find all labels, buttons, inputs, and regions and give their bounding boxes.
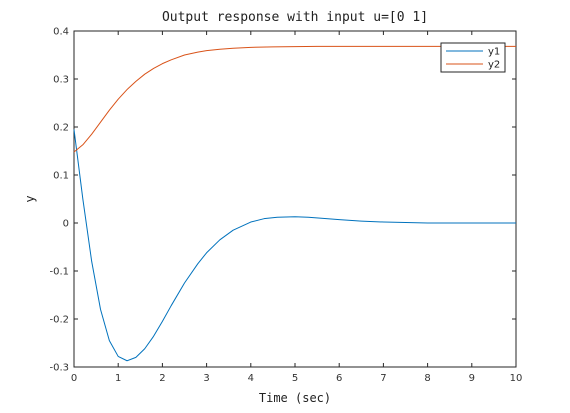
y-tick-label: -0.1 <box>49 267 69 278</box>
x-axis-label: Time (sec) <box>259 391 331 405</box>
legend-box <box>440 42 506 73</box>
x-tick-label: 10 <box>510 373 523 384</box>
axis-ticks <box>73 30 517 368</box>
series-line-y2 <box>73 45 516 153</box>
series-layer <box>73 45 516 362</box>
y-tick-label: -0.3 <box>49 363 69 374</box>
y-tick-label: 0.1 <box>53 171 69 182</box>
y-tick-label: 0.2 <box>53 123 69 134</box>
y-tick-label: 0 <box>63 219 69 230</box>
x-tick-label: 9 <box>469 373 475 384</box>
legend-label-y2: y2 <box>488 60 500 71</box>
x-tick-label: 5 <box>292 373 298 384</box>
x-tick-label: 7 <box>380 373 386 384</box>
chart-title: Output response with input u=[0 1] <box>162 10 428 25</box>
y-tick-label: 0.3 <box>53 75 69 86</box>
x-tick-label: 8 <box>424 373 430 384</box>
x-tick-label: 1 <box>115 373 121 384</box>
legend: y1 y2 <box>440 42 506 73</box>
x-tick-label: 0 <box>71 373 77 384</box>
series-line-y1 <box>73 129 516 362</box>
x-tick-label: 6 <box>336 373 342 384</box>
plot-area <box>73 30 517 368</box>
axis-tick-labels: 0 1 2 3 4 5 6 7 8 9 10 -0.3 -0.2 -0.1 0 0.1 0.2 0.3 0.4 <box>49 27 522 385</box>
legend-label-y1: y1 <box>488 47 500 58</box>
y-axis-label: y <box>23 195 37 202</box>
x-tick-label: 3 <box>203 373 209 384</box>
x-tick-label: 2 <box>159 373 165 384</box>
x-tick-label: 4 <box>248 373 254 384</box>
y-tick-label: 0.4 <box>53 27 69 38</box>
y-tick-label: -0.2 <box>49 315 69 326</box>
